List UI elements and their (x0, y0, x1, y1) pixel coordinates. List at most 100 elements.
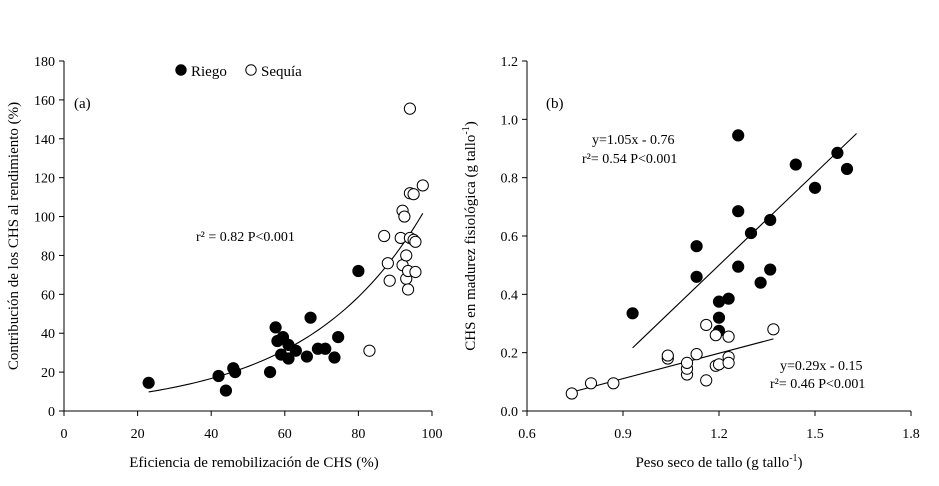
panel-a-y-tick-label: 100 (34, 211, 55, 226)
panel-b-point-sequia (767, 323, 780, 336)
panel-a-point-riego (269, 321, 282, 334)
panel-a-x-axis-title: Eficiencia de remobilización de CHS (%) (129, 455, 379, 471)
panel-b-point-sequia (690, 348, 703, 361)
panel-b-fit-line-riego (632, 133, 857, 349)
panel-b-y-tick-label: 0.6 (501, 230, 519, 245)
panel-a-y-axis-title: Contribución de los CHS al rendimiento (… (6, 102, 22, 370)
panel-a-point-sequia (409, 265, 422, 279)
panel-a-point-riego (229, 366, 242, 379)
panel-b-point-riego (754, 276, 767, 289)
panel-a-point-riego (300, 350, 313, 363)
panel-b-point-sequia (661, 349, 674, 362)
panel-a-y-tick-label: 40 (41, 327, 55, 342)
panel-a-point-riego (263, 366, 277, 379)
panel-a-point-sequia (381, 257, 394, 270)
panel-b-x-tick-label: 1.8 (902, 427, 920, 442)
panel-b-point-sequia (565, 387, 578, 400)
legend: Riego Sequía (175, 64, 302, 80)
panel-a-point-riego (352, 264, 365, 278)
panel-a-point-sequia (400, 249, 413, 262)
panel-b-y-axis-title-main: CHS en madurez fisiológica (g tallo (463, 135, 479, 351)
panel-b-point-riego (690, 270, 703, 283)
panel-a-y-tick-label: 20 (41, 366, 55, 381)
panel-b-point-riego (690, 240, 703, 253)
panel-b-y-tick-label: 0.0 (501, 405, 519, 420)
panel-a-point-sequia (398, 210, 411, 223)
panel-b-riego-r2: r²= 0.54 P<0.001 (582, 152, 677, 167)
panel-a-point-riego (212, 369, 225, 383)
panel-a-point-riego (328, 351, 341, 364)
panel-b-point-sequia (700, 318, 713, 332)
panel-b-y-ticks: 0.0 0.2 0.4 0.6 0.8 1.0 1.2 (501, 55, 527, 420)
panel-b-label: (b) (546, 96, 564, 112)
panel-b-x-tick-label: 0.9 (614, 427, 632, 442)
panel-a-point-riego (282, 352, 295, 365)
panel-a-point-riego (219, 384, 233, 397)
panel-a-x-tick-label: 100 (422, 427, 443, 442)
panel-b-point-riego (712, 311, 726, 324)
panel-b-x-axis-title: Peso seco de tallo (g tallo-1) (635, 453, 802, 471)
panel-a-x-tick-label: 80 (351, 427, 365, 442)
panel-a-fit-annotation: r² = 0.82 P<0.001 (196, 230, 295, 245)
panel-b-point-sequia (722, 356, 735, 369)
panel-b-point-riego (732, 260, 745, 273)
panel-b-y-tick-label: 0.8 (501, 172, 519, 187)
panel-a-point-sequia (378, 229, 391, 243)
panel-b-point-sequia (584, 377, 598, 390)
panel-b-point-riego (764, 263, 777, 276)
panel-a-point-sequia (383, 274, 396, 287)
legend-sequia-label: Sequía (261, 64, 302, 80)
panel-b-x-tick-label: 1.5 (806, 427, 824, 442)
panel-a-y-ticks: 0 20 40 60 80 100 120 140 160 180 (34, 55, 64, 420)
panel-b-x-axis-title-main: Peso seco de tallo (g tallo (635, 455, 789, 471)
legend-sequia-marker (245, 64, 257, 76)
panel-a-point-riego (319, 342, 332, 355)
panel-a-x-tick-label: 60 (278, 427, 292, 442)
panel-b-point-sequia (709, 329, 722, 342)
panel-b-sequia-equation: y=0.29x - 0.15 (780, 359, 863, 374)
panel-a-x-tick-label: 0 (61, 427, 68, 442)
panel-b-point-riego (789, 158, 802, 171)
panel-a-y-tick-label: 60 (41, 288, 55, 303)
panel-b: 0.0 0.2 0.4 0.6 0.8 1.0 1.2 0.6 0.9 1.2 1.5 1.8 (b… (461, 55, 920, 471)
legend-riego-label: Riego (191, 64, 227, 80)
panel-a-point-sequia (416, 179, 429, 192)
panel-a-y-tick-label: 160 (34, 94, 55, 109)
panel-a-y-tick-label: 120 (34, 172, 55, 187)
panel-b-point-sequia (607, 377, 620, 390)
panel-b-point-riego (626, 307, 639, 320)
panel-b-point-riego (732, 205, 745, 218)
panel-b-points (565, 129, 854, 400)
panel-a-point-sequia (363, 344, 376, 357)
panel-b-x-ticks: 0.6 0.9 1.2 1.5 1.8 (518, 411, 920, 442)
panel-a-point-riego (332, 331, 345, 344)
panel-a: 0 20 40 60 80 100 120 140 160 180 0 20 40 60 80 100 (a… (6, 55, 443, 471)
panel-a-point-sequia (407, 188, 420, 201)
panel-a-points (142, 102, 429, 397)
panel-b-y-tick-label: 1.0 (501, 113, 519, 128)
panel-a-point-sequia (401, 283, 415, 296)
panel-b-point-sequia (722, 330, 735, 343)
panel-b-y-axis-title-close: ) (463, 121, 479, 126)
panel-a-label: (a) (74, 96, 91, 112)
panel-b-riego-equation: y=1.05x - 0.76 (592, 133, 675, 148)
panel-a-y-tick-label: 0 (48, 405, 55, 420)
panel-b-y-tick-label: 1.2 (501, 55, 519, 70)
panel-b-point-riego (831, 146, 844, 159)
panel-b-point-sequia (680, 356, 694, 369)
panel-b-sequia-r2: r²= 0.46 P<0.001 (770, 377, 865, 392)
panel-b-y-axis-title: CHS en madurez fisiológica (g tallo-1) (461, 121, 479, 351)
panel-b-x-tick-label: 0.6 (518, 427, 536, 442)
panel-a-y-tick-label: 180 (34, 55, 55, 70)
panel-b-point-riego (732, 129, 745, 142)
panel-a-x-tick-label: 20 (131, 427, 145, 442)
panel-a-point-riego (289, 344, 302, 357)
panel-b-x-axis-title-close: ) (798, 455, 803, 471)
panel-b-point-riego (840, 162, 854, 176)
panel-b-point-riego (764, 213, 777, 227)
panel-b-y-tick-label: 0.2 (501, 347, 519, 362)
panel-a-x-tick-label: 40 (204, 427, 218, 442)
panel-a-x-ticks: 0 20 40 60 80 100 (61, 411, 443, 442)
panel-b-point-sequia (700, 374, 713, 387)
